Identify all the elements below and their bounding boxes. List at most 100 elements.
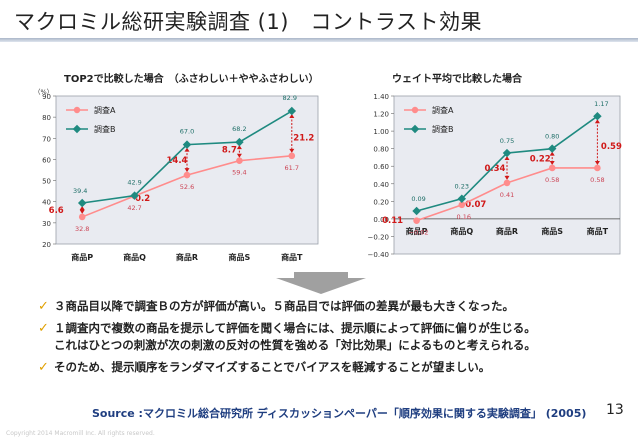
difference-arrowhead [549,151,555,156]
data-label: 52.6 [180,183,194,191]
data-label: 0.58 [545,176,559,184]
difference-label: 0.59 [601,142,622,152]
data-label: 42.7 [127,204,141,212]
difference-arrowhead [236,145,242,150]
finding-text: これはひとつの刺激が次の刺激の反対の性質を強める「対比効果」によるものと考えられ… [54,338,536,352]
difference-label: 0.11 [382,216,403,226]
data-point [78,213,86,221]
difference-label: 0.22 [530,154,551,164]
data-point [413,217,420,224]
data-point [503,179,511,187]
data-label: 67.0 [180,128,194,136]
legend-label: 調査B [94,124,116,134]
y-tick-label: 0.00 [373,216,389,224]
data-label: 0.41 [500,191,514,199]
y-tick-label: 70 [42,135,51,143]
data-label: 39.4 [73,187,87,195]
data-label: 82.9 [283,94,297,102]
data-label: 0.09 [411,195,425,203]
category-label: 商品S [541,226,563,236]
check-icon: ✓ [38,360,49,375]
difference-arrowhead [184,147,190,152]
chart-left-title: TOP2で比較した場合 （ふさわしい＋ややふさわしい） [64,74,319,85]
finding-text: ３商品目以降で調査Ｂの方が評価が高い。５商品目では評価の差異が最も大きくなった。 [54,299,514,313]
category-label: 商品R [176,252,198,262]
data-point [457,194,467,203]
difference-label: 14.4 [167,156,188,166]
difference-arrowhead [289,114,295,119]
y-unit-label: （%） [34,88,53,96]
y-tick-label: 1.20 [373,111,389,119]
finding-item: ✓ １調査内で複数の商品を提示して評価を聞く場合には、提示順によって評価に偏りが… [38,320,628,354]
y-tick-label: 30 [42,220,51,228]
y-tick-label: 90 [42,93,51,101]
category-label: 商品P [406,226,428,236]
legend-label: 調査A [432,105,454,115]
data-label: 42.9 [127,179,141,187]
category-label: 商品T [587,226,609,236]
y-tick-label: 1.00 [373,128,389,136]
page-number: 13 [606,402,624,418]
check-icon: ✓ [38,321,49,336]
y-tick-label: −0.20 [368,233,389,241]
difference-arrowhead [504,156,510,161]
difference-arrowhead [236,153,242,158]
finding-item: ✓ ３商品目以降で調査Ｂの方が評価が高い。５商品目では評価の差異が最も大きくなっ… [38,298,628,315]
y-tick-label: 0.80 [373,146,389,154]
data-point [502,148,512,158]
data-point [593,111,602,121]
data-point [547,144,557,153]
source-note: Source :マクロミル総合研究所 ディスカッションペーパー「順序効果に関する… [92,407,587,420]
difference-label: 21.2 [293,133,314,143]
y-tick-label: 40 [42,199,51,207]
data-label: 59.4 [232,169,246,177]
y-tick-label: −0.40 [368,251,389,259]
data-point [183,171,191,179]
category-label: 商品Q [450,226,473,236]
title-divider [0,38,638,42]
difference-arrowhead [594,119,600,124]
difference-arrowhead [184,168,190,173]
y-tick-label: 50 [42,178,51,186]
down-arrow-icon [276,272,366,294]
difference-label: 8.7 [222,145,237,155]
chart-top2: 20 30 40 50 60 70 80 90（%） 商品P 商品Q 商品R 商品S 商品T 調査A 調査B… [34,88,319,262]
y-tick-label: 20 [42,241,51,249]
difference-arrowhead [549,160,555,165]
data-point [458,201,466,209]
difference-label: 0.2 [135,194,150,204]
copyright-notice: Copyright 2014 Macromill Inc. All rights… [6,430,155,437]
difference-arrowhead [289,148,295,153]
legend-label: 調査B [432,124,454,134]
y-tick-label: 1.40 [373,93,389,101]
data-label: 68.2 [232,125,246,133]
data-label: 0.58 [590,176,604,184]
data-point [77,198,87,208]
data-label: −0.02 [409,229,429,237]
legend-marker [411,106,419,114]
finding-text: そのため、提示順序をランダマイズすることでバイアスを軽減することが望ましい。 [54,360,491,374]
difference-label: 6.6 [49,206,64,216]
legend-marker [73,106,81,114]
difference-arrowhead [79,209,85,214]
category-label: 商品T [281,252,303,262]
plot-area [393,95,621,255]
data-point [288,152,296,160]
category-label: 商品S [229,252,251,262]
category-label: 商品Q [123,252,146,262]
finding-text: １調査内で複数の商品を提示して評価を聞く場合には、提示順によって評価に偏りが生じ… [54,321,536,335]
category-label: 商品R [496,226,518,236]
difference-arrowhead [594,160,600,165]
finding-item: ✓ そのため、提示順序をランダマイズすることでバイアスを軽減することが望ましい。 [38,359,628,376]
difference-arrowhead [79,205,85,210]
data-point [287,106,297,116]
category-label: 商品P [71,252,93,262]
data-label: 1.17 [594,100,608,108]
y-tick-label: 60 [42,156,51,164]
data-point [594,164,601,172]
y-tick-label: 0.20 [373,198,389,206]
y-tick-label: 0.60 [373,163,389,171]
y-tick-label: 0.40 [373,181,389,189]
findings-list: ✓ ３商品目以降で調査Ｂの方が評価が高い。５商品目では評価の差異が最も大きくなっ… [38,298,628,381]
legend-marker [410,124,420,134]
